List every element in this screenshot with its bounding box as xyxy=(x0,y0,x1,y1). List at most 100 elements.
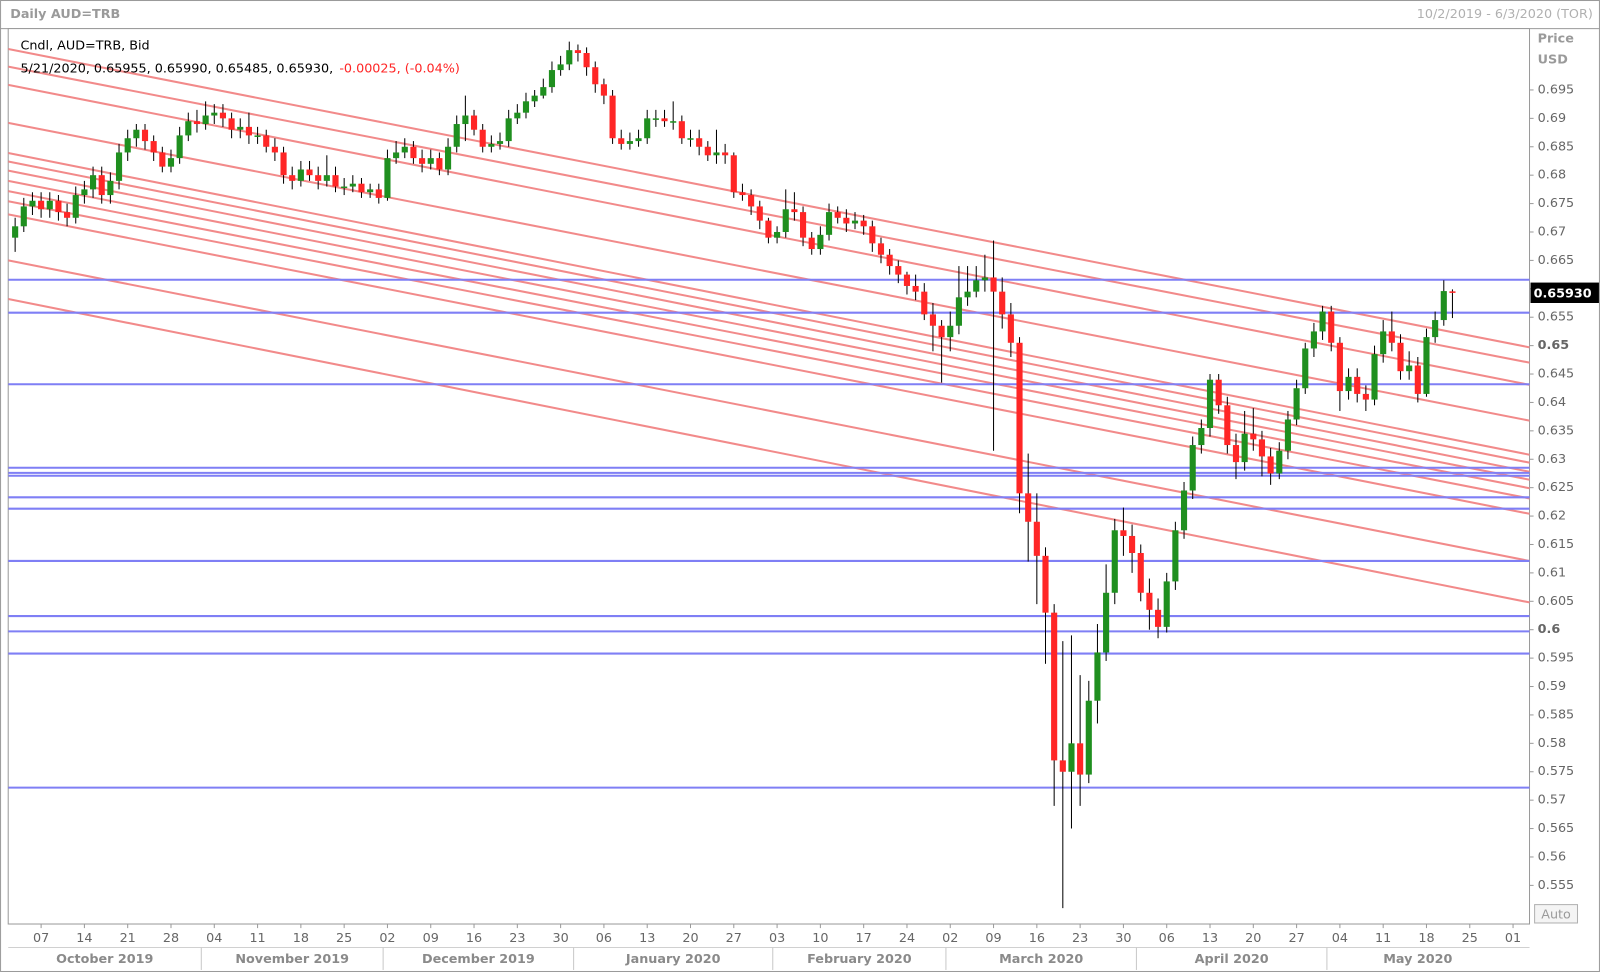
candle-body xyxy=(713,152,720,156)
candle-body xyxy=(384,158,391,198)
candle-body xyxy=(358,183,365,193)
trendline xyxy=(8,121,1530,422)
candle-body xyxy=(488,143,495,147)
last-price-tag xyxy=(1530,282,1599,303)
y-axis-label: Price xyxy=(1538,31,1575,46)
candle-body xyxy=(1241,433,1248,463)
x-tick-label: 07 xyxy=(33,931,49,946)
candle-body xyxy=(999,291,1006,315)
y-tick-label: 0.62 xyxy=(1538,509,1566,524)
candle-body xyxy=(349,183,356,187)
y-tick-label: 0.635 xyxy=(1538,423,1575,438)
legend-ohlc: 5/21/2020, 0.65955, 0.65990, 0.65485, 0.… xyxy=(20,61,333,76)
candle-body xyxy=(765,220,772,238)
candle-body xyxy=(1284,419,1292,451)
candle-body xyxy=(860,220,867,227)
y-tick-label: 0.65 xyxy=(1538,338,1569,353)
x-tick-label: 27 xyxy=(726,931,742,946)
y-tick-label: 0.595 xyxy=(1538,651,1575,666)
candle-body xyxy=(1371,354,1378,400)
x-tick-label: 20 xyxy=(682,931,698,946)
y-tick-label: 0.63 xyxy=(1538,452,1566,467)
candle-body xyxy=(479,129,486,147)
auto-button-label[interactable]: Auto xyxy=(1541,907,1571,922)
candle-body xyxy=(1319,311,1326,332)
candle-body xyxy=(219,112,227,119)
x-tick-label: 06 xyxy=(596,931,612,946)
candle-body xyxy=(453,124,460,147)
candle-body xyxy=(375,189,382,198)
candle-body xyxy=(739,192,746,196)
chart-title: Daily AUD=TRB xyxy=(10,7,120,22)
candle-body xyxy=(81,189,88,196)
candle-body xyxy=(271,146,278,153)
chart-subtitle: 10/2/2019 - 6/3/2020 (TOR) xyxy=(1417,7,1593,22)
candle-body xyxy=(1267,456,1274,474)
trendline xyxy=(8,298,1530,604)
last-price-label: 0.65930 xyxy=(1534,286,1592,301)
y-axis-unit: USD xyxy=(1538,53,1568,68)
candle-body xyxy=(107,180,114,196)
x-tick-label: 28 xyxy=(163,931,179,946)
candle-body xyxy=(401,146,408,153)
candle-body xyxy=(237,126,244,130)
month-label: October 2019 xyxy=(56,952,153,967)
candle-body xyxy=(1077,743,1084,775)
candle-body xyxy=(332,175,339,187)
y-tick-label: 0.665 xyxy=(1538,253,1575,268)
candle-body xyxy=(1129,535,1136,554)
candle-body xyxy=(652,118,659,120)
candle-body xyxy=(1302,348,1309,389)
candle-body xyxy=(1440,291,1447,321)
candle-body xyxy=(834,212,841,218)
candle-body xyxy=(202,115,209,125)
candle-body xyxy=(211,112,218,116)
x-tick-label: 18 xyxy=(1418,931,1434,946)
y-tick-label: 0.56 xyxy=(1538,849,1566,864)
candle-body xyxy=(921,291,928,315)
candle-body xyxy=(851,220,859,224)
candle-body xyxy=(1414,365,1421,394)
candle-body xyxy=(929,314,937,326)
x-tick-label: 04 xyxy=(206,931,222,946)
candle-body xyxy=(470,115,478,130)
x-tick-label: 30 xyxy=(1115,931,1131,946)
x-tick-label: 20 xyxy=(1245,931,1261,946)
candle-body xyxy=(843,217,850,224)
candle-body xyxy=(1198,428,1205,446)
candle-body xyxy=(869,226,876,244)
candle-body xyxy=(877,243,885,255)
legend-name: Cndl, AUD=TRB, Bid xyxy=(20,38,149,53)
trendline xyxy=(8,259,1530,562)
candle-body xyxy=(280,152,287,176)
legend-change: -0.00025, (-0.04%) xyxy=(339,61,459,76)
candle-body xyxy=(436,158,443,170)
candle-body xyxy=(38,200,45,210)
candle-body xyxy=(548,70,556,88)
y-tick-label: 0.555 xyxy=(1538,878,1575,893)
candle-body xyxy=(1449,291,1456,293)
candle-body xyxy=(254,135,261,137)
candle-body xyxy=(323,175,330,181)
y-tick-label: 0.58 xyxy=(1538,736,1566,751)
candle-body xyxy=(670,121,677,123)
month-label: February 2020 xyxy=(807,952,912,967)
candle-body xyxy=(115,152,123,181)
candle-body xyxy=(1215,379,1222,406)
auto-button[interactable] xyxy=(1534,904,1579,924)
x-tick-label: 24 xyxy=(899,931,915,946)
y-tick-label: 0.655 xyxy=(1538,310,1575,325)
candle-body xyxy=(193,121,201,125)
candle-body xyxy=(141,129,149,142)
candle-body xyxy=(263,135,270,147)
candle-body xyxy=(1206,379,1214,429)
candle-body xyxy=(678,121,685,139)
x-tick-label: 11 xyxy=(249,931,265,946)
trendline xyxy=(8,200,1530,500)
candle-body xyxy=(1146,592,1153,610)
candle-body xyxy=(782,209,789,232)
x-tick-label: 16 xyxy=(466,931,482,946)
candle-body xyxy=(1328,311,1335,343)
y-tick-label: 0.59 xyxy=(1538,679,1566,694)
trendline xyxy=(8,213,1530,515)
